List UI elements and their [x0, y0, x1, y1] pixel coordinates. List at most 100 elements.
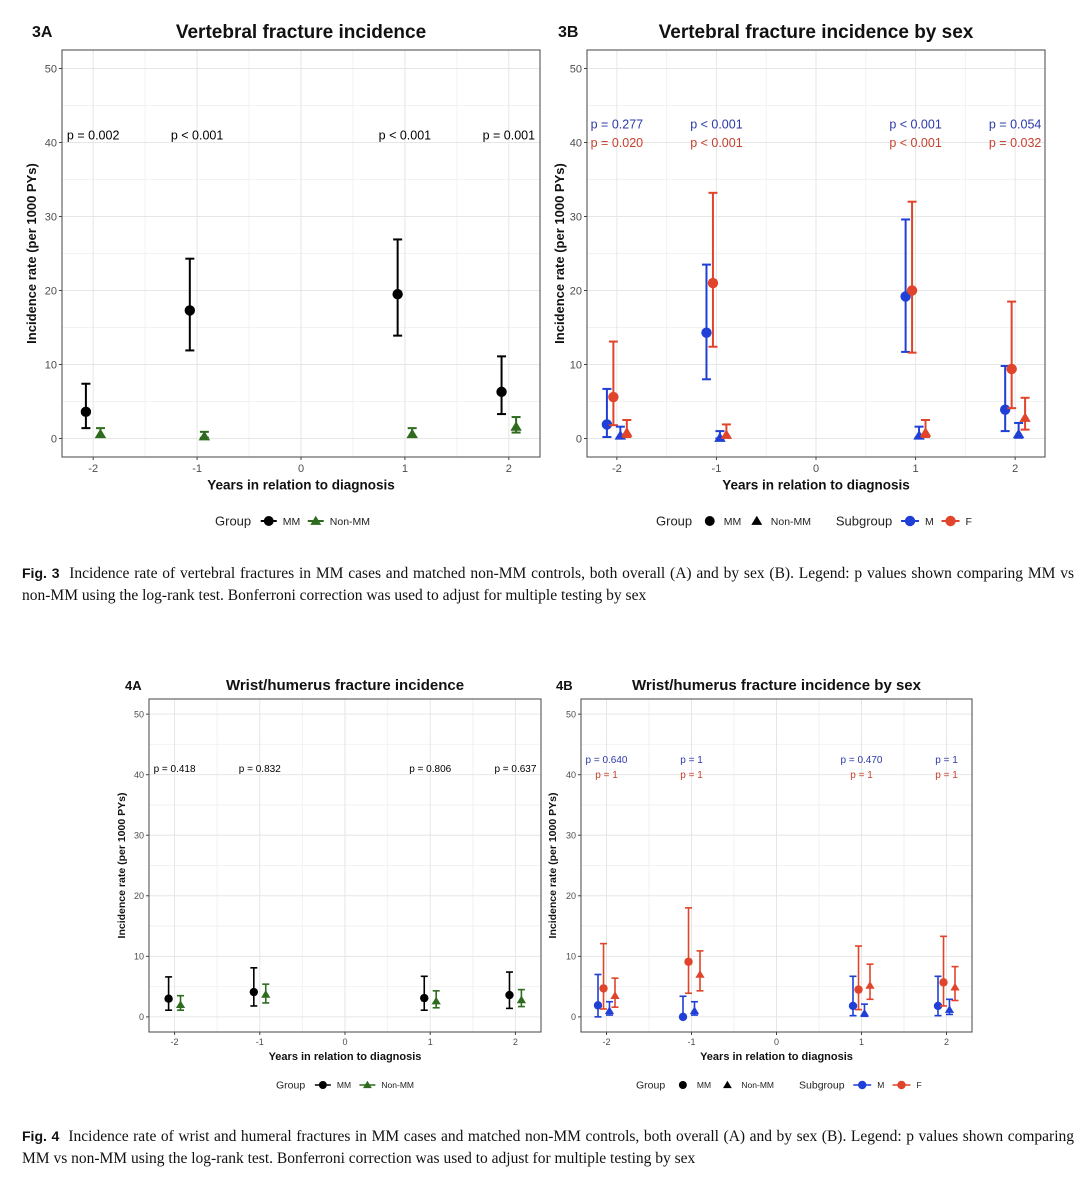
x-tick-label: 2 — [1012, 463, 1018, 475]
legend-circle-icon — [945, 515, 956, 527]
y-tick-label: 20 — [45, 285, 57, 297]
data-point-circle — [599, 984, 608, 993]
data-point-circle — [707, 277, 719, 289]
data-point-group — [1006, 300, 1017, 410]
y-tick-label: 20 — [570, 285, 582, 297]
series-mm — [164, 967, 514, 1012]
data-point-group — [1012, 421, 1025, 439]
figure-4-caption-text: Incidence rate of wrist and humeral frac… — [22, 1128, 1075, 1167]
data-point-group — [599, 942, 608, 1010]
legend-triangle-icon — [363, 1080, 372, 1089]
p-value-label: p = 0.032 — [989, 136, 1042, 150]
legend-circle-icon — [318, 1081, 327, 1089]
p-value-label: p < 0.001 — [889, 117, 942, 131]
data-point-circle — [184, 305, 196, 316]
legend-circle-icon — [704, 516, 715, 526]
data-point-group — [684, 907, 693, 995]
y-tick-label: 0 — [139, 1012, 144, 1022]
y-tick-label: 40 — [45, 137, 57, 149]
x-tick-label: -2 — [171, 1037, 179, 1047]
data-point-triangle — [406, 428, 418, 439]
data-point-circle — [999, 404, 1011, 415]
legend-label: MM — [283, 516, 301, 528]
legend-label: M — [925, 516, 934, 528]
x-tick-label: 0 — [774, 1037, 779, 1047]
data-point-group — [1019, 396, 1031, 431]
p-value-label: p = 0.637 — [494, 764, 536, 775]
y-axis-title: Incidence rate (per 1000 PYs) — [547, 793, 559, 939]
data-point-circle — [505, 990, 514, 1000]
figure-4-caption: Fig. 4 Incidence rate of wrist and humer… — [22, 1125, 1074, 1170]
series-non-mm-m — [604, 998, 955, 1018]
x-tick-label: -1 — [712, 463, 722, 475]
data-point-group — [919, 419, 932, 439]
p-value-label: p = 0.470 — [841, 755, 883, 766]
y-tick-label: 10 — [570, 359, 582, 371]
data-point-triangle — [175, 1000, 186, 1009]
legend-triangle-icon — [751, 515, 763, 525]
data-point-triangle — [689, 1006, 700, 1015]
legend-circle-icon — [897, 1080, 906, 1090]
legend-label: MM — [724, 516, 742, 528]
legend-key-m — [853, 1080, 872, 1090]
legend-key-non-mm — [359, 1080, 376, 1089]
x-axis-title: Years in relation to diagnosis — [207, 478, 395, 493]
y-tick-label: 50 — [45, 63, 57, 75]
data-point-group — [431, 990, 441, 1009]
legend-triangle-icon — [723, 1080, 732, 1089]
data-point-triangle — [1012, 428, 1025, 439]
series-mm-f — [599, 907, 948, 1011]
data-point-group — [261, 983, 271, 1004]
data-point-group — [689, 1000, 700, 1016]
figure-4-label: Fig. 4 — [22, 1128, 60, 1144]
series-mm-m — [601, 218, 1011, 439]
p-value-label: p < 0.001 — [690, 117, 743, 131]
data-point-group — [80, 382, 92, 430]
p-value-label: p = 0.418 — [154, 764, 196, 775]
data-point-circle — [1006, 363, 1017, 375]
legend-label: MM — [337, 1080, 351, 1090]
p-value-label: p = 1 — [595, 770, 618, 781]
x-tick-label: -2 — [612, 463, 622, 475]
p-value-label: p < 0.001 — [379, 128, 432, 142]
legend-title: Group — [276, 1080, 305, 1092]
data-point-circle — [249, 987, 259, 997]
p-value-label: p < 0.001 — [171, 128, 224, 142]
p-value-label: p = 1 — [850, 770, 873, 781]
y-tick-label: 30 — [134, 830, 144, 840]
chart-4a: 4A Wrist/humerus fracture incidence010203… — [116, 677, 542, 1092]
data-point-group — [406, 427, 418, 439]
series-mm-m — [593, 973, 943, 1022]
legend-title-subgroup: Subgroup — [836, 514, 892, 529]
data-point-group — [944, 998, 955, 1016]
data-point-circle — [678, 1012, 688, 1022]
y-tick-label: 50 — [566, 709, 576, 719]
data-point-group — [184, 257, 196, 352]
data-point-group — [420, 975, 429, 1012]
y-tick-label: 50 — [134, 709, 144, 719]
data-point-group — [621, 419, 633, 439]
y-axis-title: Incidence rate (per 1000 PYs) — [552, 163, 567, 344]
data-point-triangle — [859, 1008, 870, 1017]
data-point-circle — [684, 957, 693, 966]
legend-label: M — [877, 1080, 884, 1090]
legend: Group MM Non-MM — [276, 1080, 414, 1092]
p-value-label: p = 0.277 — [591, 117, 644, 131]
data-point-circle — [164, 994, 173, 1003]
data-point-triangle — [510, 421, 522, 431]
legend-title: Group — [636, 1080, 665, 1092]
legend-label: MM — [697, 1080, 711, 1090]
x-tick-label: 2 — [944, 1037, 949, 1047]
chart-4b: 4B Wrist/humerus fracture incidence by se… — [547, 677, 973, 1092]
panel-label: 4A — [125, 678, 142, 693]
data-point-group — [505, 971, 514, 1010]
data-point-group — [164, 976, 173, 1012]
p-value-label: p = 1 — [935, 770, 958, 781]
legend-title-subgroup: Subgroup — [799, 1080, 845, 1092]
data-point-group — [939, 935, 948, 1007]
y-tick-label: 30 — [570, 211, 582, 223]
legend-key-mm — [260, 516, 277, 526]
data-point-triangle — [950, 982, 960, 991]
data-point-triangle — [944, 1005, 955, 1013]
p-value-label: p < 0.001 — [889, 136, 942, 150]
